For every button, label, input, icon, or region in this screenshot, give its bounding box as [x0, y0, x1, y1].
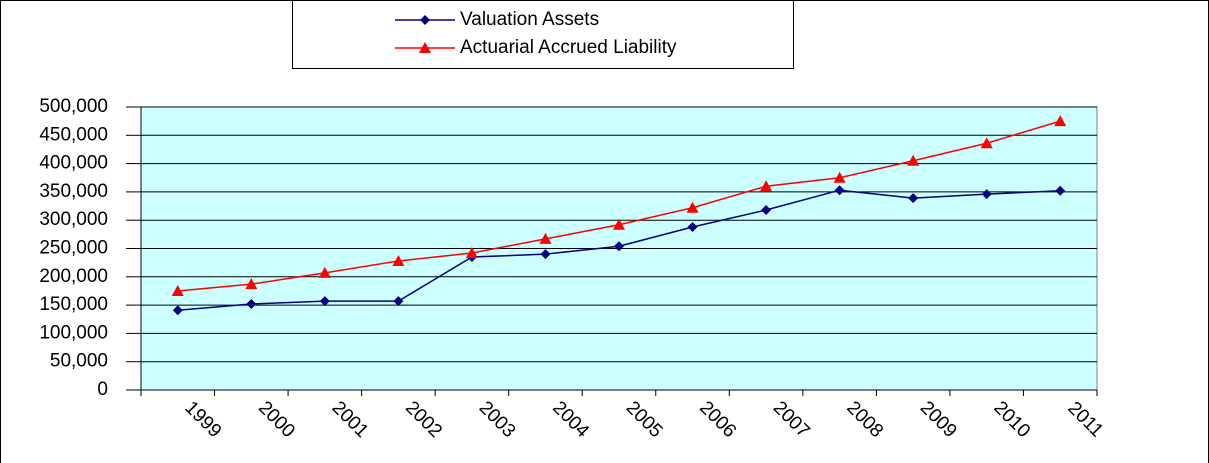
- x-tick-label: 2006: [695, 397, 740, 442]
- x-tick-label: 2003: [475, 397, 520, 442]
- marker: [171, 284, 184, 296]
- y-tick-label: 100,000: [39, 322, 108, 343]
- marker: [613, 218, 625, 230]
- marker: [687, 221, 698, 232]
- y-tick-label: 450,000: [39, 124, 108, 145]
- y-tick-label: 250,000: [39, 238, 108, 259]
- marker: [614, 241, 624, 252]
- y-tick-label: 50,000: [50, 351, 108, 372]
- x-tick-label: 2000: [254, 397, 299, 442]
- y-tick-label: 400,000: [39, 153, 108, 174]
- legend-label: Actuarial Accrued Liability: [460, 37, 677, 58]
- y-tick-label: 150,000: [39, 294, 108, 315]
- marker: [419, 42, 431, 53]
- x-tick-label: 2002: [401, 397, 446, 442]
- legend-label: Valuation Assets: [460, 9, 599, 30]
- marker: [761, 205, 772, 216]
- marker: [833, 171, 846, 183]
- marker: [319, 296, 330, 307]
- marker: [420, 15, 430, 25]
- x-tick-label: 1999: [181, 397, 226, 442]
- marker: [539, 232, 552, 244]
- x-tick-label: 2010: [989, 397, 1034, 442]
- marker: [907, 154, 920, 166]
- marker: [760, 180, 773, 192]
- marker: [172, 305, 183, 316]
- marker: [908, 193, 919, 204]
- marker: [246, 298, 257, 309]
- y-tick-label: 0: [97, 379, 108, 400]
- marker: [393, 296, 404, 307]
- marker: [540, 249, 551, 260]
- marker: [318, 266, 331, 278]
- x-tick-label: 2004: [548, 397, 593, 442]
- marker: [834, 185, 845, 196]
- marker: [1054, 115, 1067, 127]
- marker: [392, 254, 405, 266]
- marker: [245, 278, 258, 290]
- x-tick-label: 2008: [842, 397, 887, 442]
- x-tick-label: 2001: [328, 397, 373, 442]
- y-tick-label: 200,000: [39, 266, 108, 287]
- y-tick-label: 500,000: [39, 96, 108, 117]
- legend-box: [292, 0, 794, 69]
- marker: [1055, 185, 1066, 196]
- y-tick-label: 350,000: [39, 181, 108, 202]
- x-tick-label: 2009: [916, 397, 961, 442]
- marker: [686, 201, 699, 213]
- marker: [981, 189, 992, 200]
- x-tick-label: 2011: [1063, 398, 1107, 442]
- x-tick-label: 2005: [622, 397, 667, 442]
- marker: [465, 247, 478, 259]
- y-tick-label: 300,000: [39, 209, 108, 230]
- x-tick-label: 2007: [769, 397, 814, 442]
- marker: [980, 137, 993, 149]
